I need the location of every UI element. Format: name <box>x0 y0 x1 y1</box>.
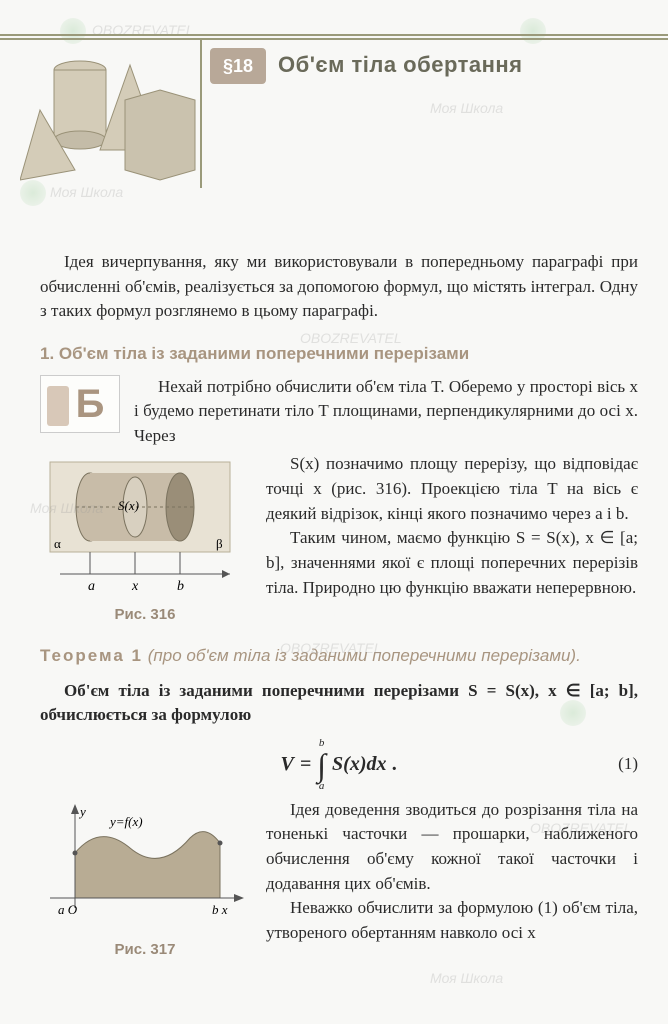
section-1-p2b: Таким чином, маємо функцію S = S(x), x ∈… <box>266 526 638 600</box>
svg-text:α: α <box>54 536 61 551</box>
svg-text:y: y <box>78 804 86 819</box>
svg-text:y=f(x): y=f(x) <box>108 814 143 829</box>
section-1-title: 1. Об'єм тіла із заданими поперечними пе… <box>40 342 638 367</box>
page-header: §18 Об'єм тіла обертання <box>0 0 668 200</box>
formula-1: V = b ∫ a S(x)dx . (1) <box>40 738 638 792</box>
svg-text:β: β <box>216 536 223 551</box>
theorem-1-label: Теорема 1 (про об'єм тіла із заданими по… <box>40 644 638 669</box>
svg-text:S(x): S(x) <box>118 498 139 513</box>
figure-316: a x b α β S(x) Рис. 316 <box>40 452 250 625</box>
level-b-icon: Б <box>40 375 120 433</box>
svg-text:b x: b x <box>212 902 228 917</box>
svg-text:x: x <box>131 579 139 592</box>
after-p1: Ідея доведення зводиться до розрізання т… <box>266 798 638 897</box>
figure-317: y y=f(x) a O b x Рис. 317 <box>40 798 250 961</box>
watermark: Моя Школа <box>430 970 503 986</box>
intro-paragraph: Ідея вичерпування, яку ми використовувал… <box>40 250 638 324</box>
page-title: Об'єм тіла обертання <box>278 52 523 78</box>
after-p2: Неважко обчислити за формулою (1) об'єм … <box>266 896 638 945</box>
section-badge: §18 <box>210 48 266 84</box>
figure-316-caption: Рис. 316 <box>40 604 250 626</box>
figure-317-caption: Рис. 317 <box>40 939 250 961</box>
svg-text:a: a <box>88 579 95 592</box>
svg-text:a O: a O <box>58 902 78 917</box>
section-1-p2a: S(x) позначимо площу перерізу, що відпов… <box>266 452 638 526</box>
svg-text:b: b <box>177 579 184 592</box>
theorem-1-body: Об'єм тіла із заданими поперечними перер… <box>40 679 638 728</box>
section-1-p1: Нехай потрібно обчислити об'єм тіла T. О… <box>134 375 638 449</box>
header-shapes-illustration <box>20 40 200 190</box>
formula-number: (1) <box>618 752 638 777</box>
